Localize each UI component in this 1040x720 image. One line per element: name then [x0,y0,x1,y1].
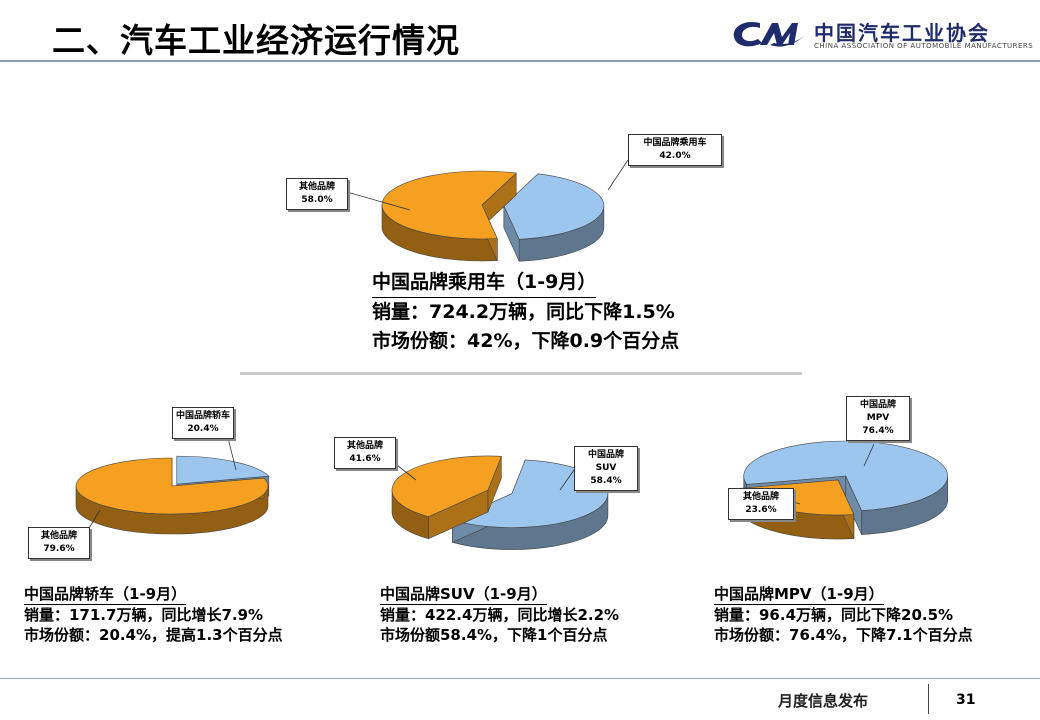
section-divider [240,372,802,375]
callout-category: 其他品牌 [298,182,335,192]
callout-china-brand-sedan: 中国品牌轿车 20.4% [172,407,234,439]
stats-sales: 销量：724.2万辆，同比下降1.5% [372,301,675,323]
callout-category: 中国品牌乘用车 [643,138,707,148]
stats-sedan: 中国品牌轿车（1-9月） 销量：171.7万辆，同比增长7.9% 市场份额：20… [24,584,283,645]
callout-leader-line [559,469,575,491]
callout-category: 其他品牌 [742,492,779,502]
callout-category: 中国品牌SUV [587,450,624,473]
callout-value: 58.4% [590,476,622,486]
callout-value: 20.4% [187,424,219,434]
pie-slice-other-brands [391,455,502,540]
callout-china-brand-passenger: 中国品牌乘用车 42.0% [628,134,722,166]
callout-other-sedan: 其他品牌 79.6% [28,527,90,559]
callout-other-passenger: 其他品牌 58.0% [286,178,348,210]
stats-mpv: 中国品牌MPV（1-9月） 销量：96.4万辆，同比下降20.5% 市场份额：7… [714,584,973,645]
callout-other-suv: 其他品牌 41.6% [334,437,396,469]
pie-slice-other-brands [75,457,269,535]
stats-heading: 中国品牌轿车（1-9月） [24,585,187,605]
footer-label: 月度信息发布 [778,692,869,710]
stats-sales: 销量：422.4万辆，同比增长2.2% [380,606,620,624]
callout-china-brand-suv: 中国品牌SUV 58.4% [574,446,638,491]
logo-text-en: CHINA ASSOCIATION OF AUTOMOBILE MANUFACT… [814,42,1034,50]
stats-share: 市场份额58.4%，下降1个百分点 [380,626,608,644]
callout-value: 23.6% [745,505,777,515]
pie-chart-passenger [381,170,605,262]
stats-suv: 中国品牌SUV（1-9月） 销量：422.4万辆，同比增长2.2% 市场份额58… [380,584,619,645]
callout-category: 其他品牌 [346,441,383,451]
callout-category: 其他品牌 [40,531,77,541]
stats-share: 市场份额：42%，下降0.9个百分点 [372,330,680,352]
stats-heading: 中国品牌SUV（1-9月） [380,585,547,605]
footer-divider [0,678,1040,679]
callout-category: 中国品牌MPV [859,400,896,423]
stats-sales: 销量：96.4万辆，同比下降20.5% [714,606,954,624]
callout-value: 76.4% [862,426,894,436]
logo-text-cn: 中国汽车工业协会 [814,21,990,45]
callout-value: 58.0% [301,195,333,205]
stats-share: 市场份额：76.4%，下降7.1个百分点 [714,626,973,644]
pie-slice-china-brand [503,173,605,262]
title-divider [0,60,1040,62]
page-number: 31 [956,692,976,708]
callout-value: 41.6% [349,454,381,464]
callout-category: 中国品牌轿车 [176,411,231,421]
caam-logo: 中国汽车工业协会 CHINA ASSOCIATION OF AUTOMOBILE… [730,15,1034,55]
callout-value: 79.6% [43,544,75,554]
callout-other-mpv: 其他品牌 23.6% [728,488,794,520]
stats-heading: 中国品牌MPV（1-9月） [714,585,884,605]
pie-chart-sedan [75,455,270,535]
caam-logo-icon [733,21,806,47]
callout-leader-line [607,159,629,191]
stats-heading: 中国品牌乘用车（1-9月） [372,268,597,298]
callout-value: 42.0% [659,151,691,161]
stats-sales: 销量：171.7万辆，同比增长7.9% [24,606,264,624]
callout-china-brand-mpv: 中国品牌MPV 76.4% [846,396,910,441]
callout-leader-line [863,443,875,467]
footer-separator [928,684,929,714]
pie-slice-other-brands [381,170,517,262]
callout-leader-line [339,189,411,211]
stats-passenger: 中国品牌乘用车（1-9月） 销量：724.2万辆，同比下降1.5% 市场份额：4… [372,268,679,356]
page-title: 二、汽车工业经济运行情况 [52,21,460,60]
stats-share: 市场份额：20.4%，提高1.3个百分点 [24,626,283,644]
